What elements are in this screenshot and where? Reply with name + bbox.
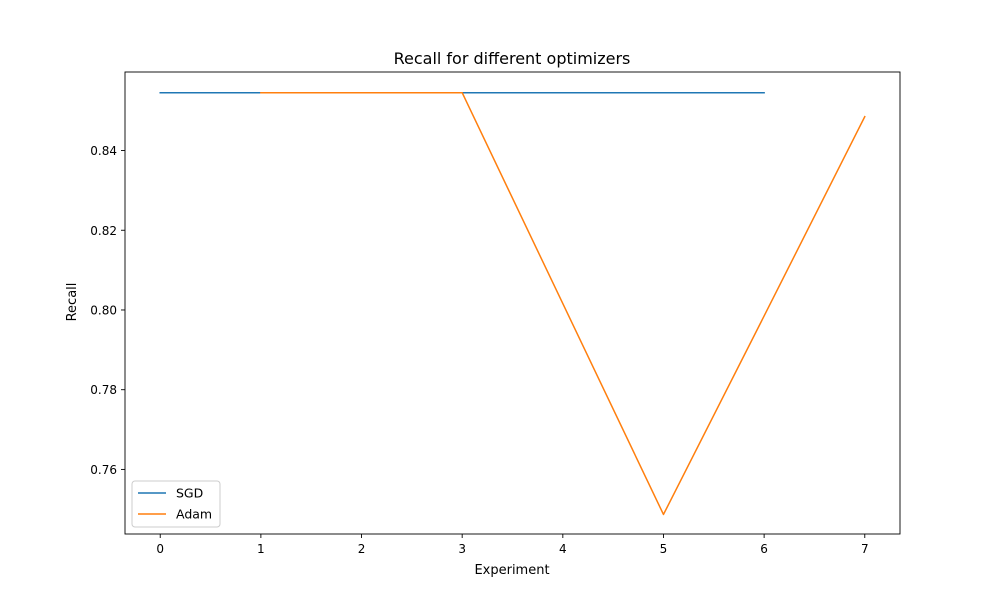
- plot-frame: [124, 71, 901, 535]
- x-tick-label: 3: [458, 542, 466, 556]
- legend-label-sgd: SGD: [176, 486, 203, 501]
- y-axis-label: Recall: [65, 283, 80, 322]
- y-tick-label: 0.84: [90, 144, 117, 158]
- x-tick-label: 2: [358, 542, 366, 556]
- y-tick-label: 0.76: [90, 463, 117, 477]
- series-line-adam: [260, 91, 866, 516]
- legend: SGD Adam: [131, 480, 221, 528]
- legend-label-adam: Adam: [176, 507, 212, 522]
- y-tick-label: 0.78: [90, 383, 117, 397]
- x-tick-label: 1: [257, 542, 265, 556]
- chart-title: Recall for different optimizers: [394, 49, 631, 68]
- plot-layer: 0 1 2 3 4 5 6 7 0.76 0.78 0.80 0.82 0.84 SGD Adam: [90, 71, 901, 556]
- x-axis-label: Experiment: [474, 563, 549, 578]
- x-tick-label: 6: [760, 542, 768, 556]
- y-tick-label: 0.80: [90, 303, 117, 317]
- x-tick-label: 5: [660, 542, 668, 556]
- y-tick-label: 0.82: [90, 224, 117, 238]
- x-tick-label: 4: [559, 542, 567, 556]
- x-tick-label: 0: [156, 542, 164, 556]
- x-tick-label: 7: [861, 542, 869, 556]
